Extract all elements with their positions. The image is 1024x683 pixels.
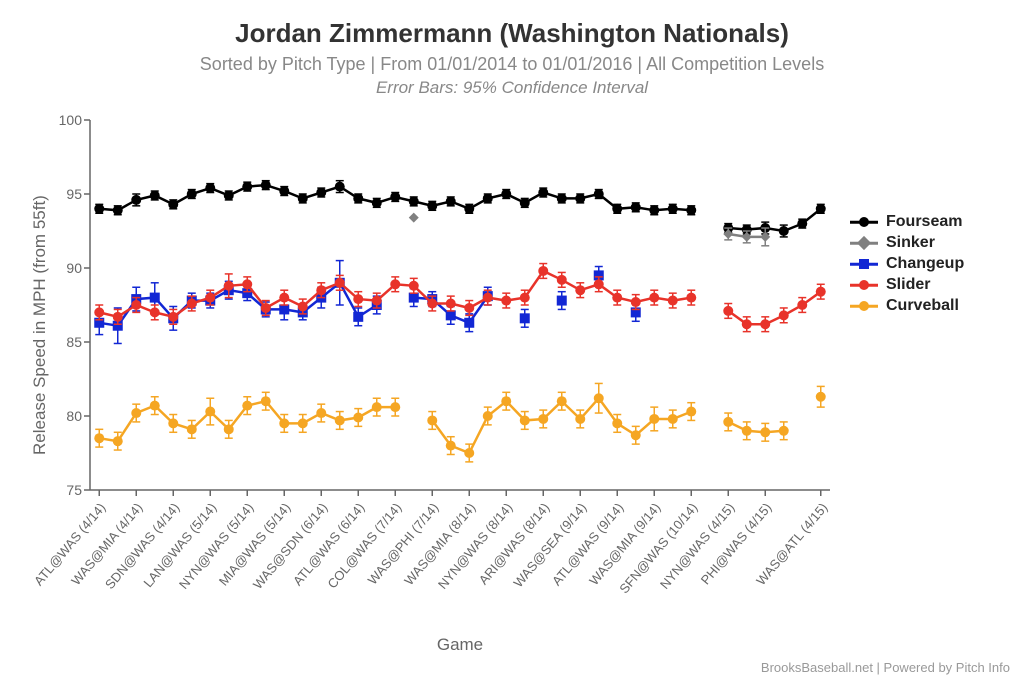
legend-item: Curveball: [850, 297, 964, 315]
legend-swatch: [850, 299, 878, 313]
plot-svg: [90, 120, 830, 490]
x-tick-label: WAS@ATL (4/15): [729, 500, 830, 617]
legend-label: Slider: [886, 276, 930, 294]
legend-label: Sinker: [886, 234, 935, 252]
legend-label: Curveball: [886, 297, 959, 315]
y-tick-label: 80: [66, 408, 90, 424]
chart-root: Jordan Zimmermann (Washington Nationals)…: [0, 0, 1024, 683]
y-tick-label: 90: [66, 260, 90, 276]
chart-title: Jordan Zimmermann (Washington Nationals): [0, 18, 1024, 49]
legend-item: Fourseam: [850, 213, 964, 231]
legend-swatch: [850, 278, 878, 292]
legend-item: Sinker: [850, 234, 964, 252]
chart-subtitle-1: Sorted by Pitch Type | From 01/01/2014 t…: [0, 54, 1024, 75]
legend-swatch: [850, 257, 878, 271]
legend-swatch: [850, 236, 878, 250]
plot-area: 7580859095100ATL@WAS (4/14)WAS@MIA (4/14…: [90, 120, 830, 490]
legend-swatch: [850, 215, 878, 229]
y-tick-label: 100: [59, 112, 90, 128]
legend-label: Fourseam: [886, 213, 962, 231]
legend-item: Slider: [850, 276, 964, 294]
attribution-text: BrooksBaseball.net | Powered by Pitch In…: [761, 660, 1010, 675]
legend-label: Changeup: [886, 255, 964, 273]
y-tick-label: 95: [66, 186, 90, 202]
y-axis-label: Release Speed in MPH (from 55ft): [30, 195, 50, 455]
chart-subtitle-2: Error Bars: 95% Confidence Interval: [0, 78, 1024, 98]
y-tick-label: 75: [66, 482, 90, 498]
x-axis-label: Game: [90, 635, 830, 655]
legend: Fourseam Sinker Changeup Slider Curveball: [850, 210, 964, 318]
legend-item: Changeup: [850, 255, 964, 273]
y-tick-label: 85: [66, 334, 90, 350]
